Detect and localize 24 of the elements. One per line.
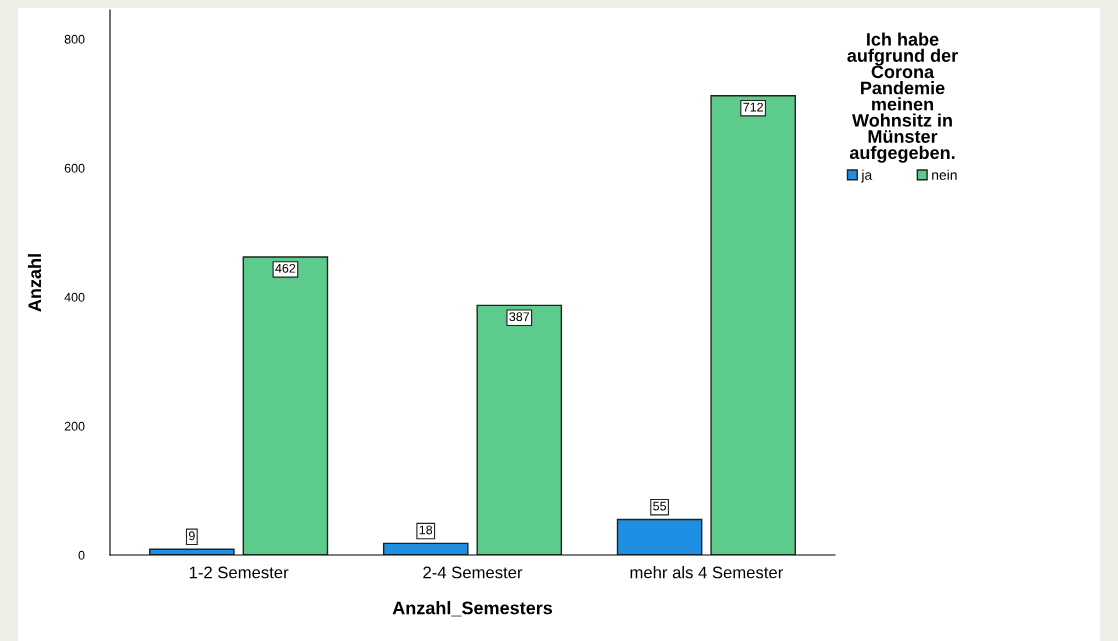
legend-label: ja — [861, 169, 873, 183]
data-label: 18 — [419, 525, 433, 535]
y-tick-label: 200 — [64, 421, 85, 431]
y-tick-label: 400 — [64, 292, 85, 302]
x-tick-label: 1-2 Semester — [189, 566, 289, 579]
x-axis-title: Anzahl_Semesters — [392, 601, 553, 617]
bar — [616, 518, 703, 555]
y-tick-label: 800 — [64, 34, 85, 44]
bar — [476, 304, 563, 555]
y-tick-label: 0 — [78, 550, 85, 560]
bar — [382, 542, 469, 555]
data-label: 55 — [653, 501, 667, 511]
data-label: 387 — [509, 312, 530, 322]
data-label: 9 — [188, 531, 195, 541]
y-axis-title: Anzahl — [27, 254, 42, 312]
y-tick-label: 600 — [64, 163, 85, 173]
bar — [710, 95, 796, 555]
data-label: 712 — [743, 102, 763, 112]
bar — [242, 256, 329, 555]
legend-label: nein — [932, 169, 957, 180]
x-tick-label: 2-4 Semester — [423, 566, 523, 579]
x-tick-label: mehr als 4 Semester — [630, 566, 783, 579]
data-label: 462 — [275, 263, 296, 273]
legend-title: Ich habe aufgrund der Corona Pandemie meinen Wohnsitz in Münster aufgegeben. — [847, 32, 958, 163]
